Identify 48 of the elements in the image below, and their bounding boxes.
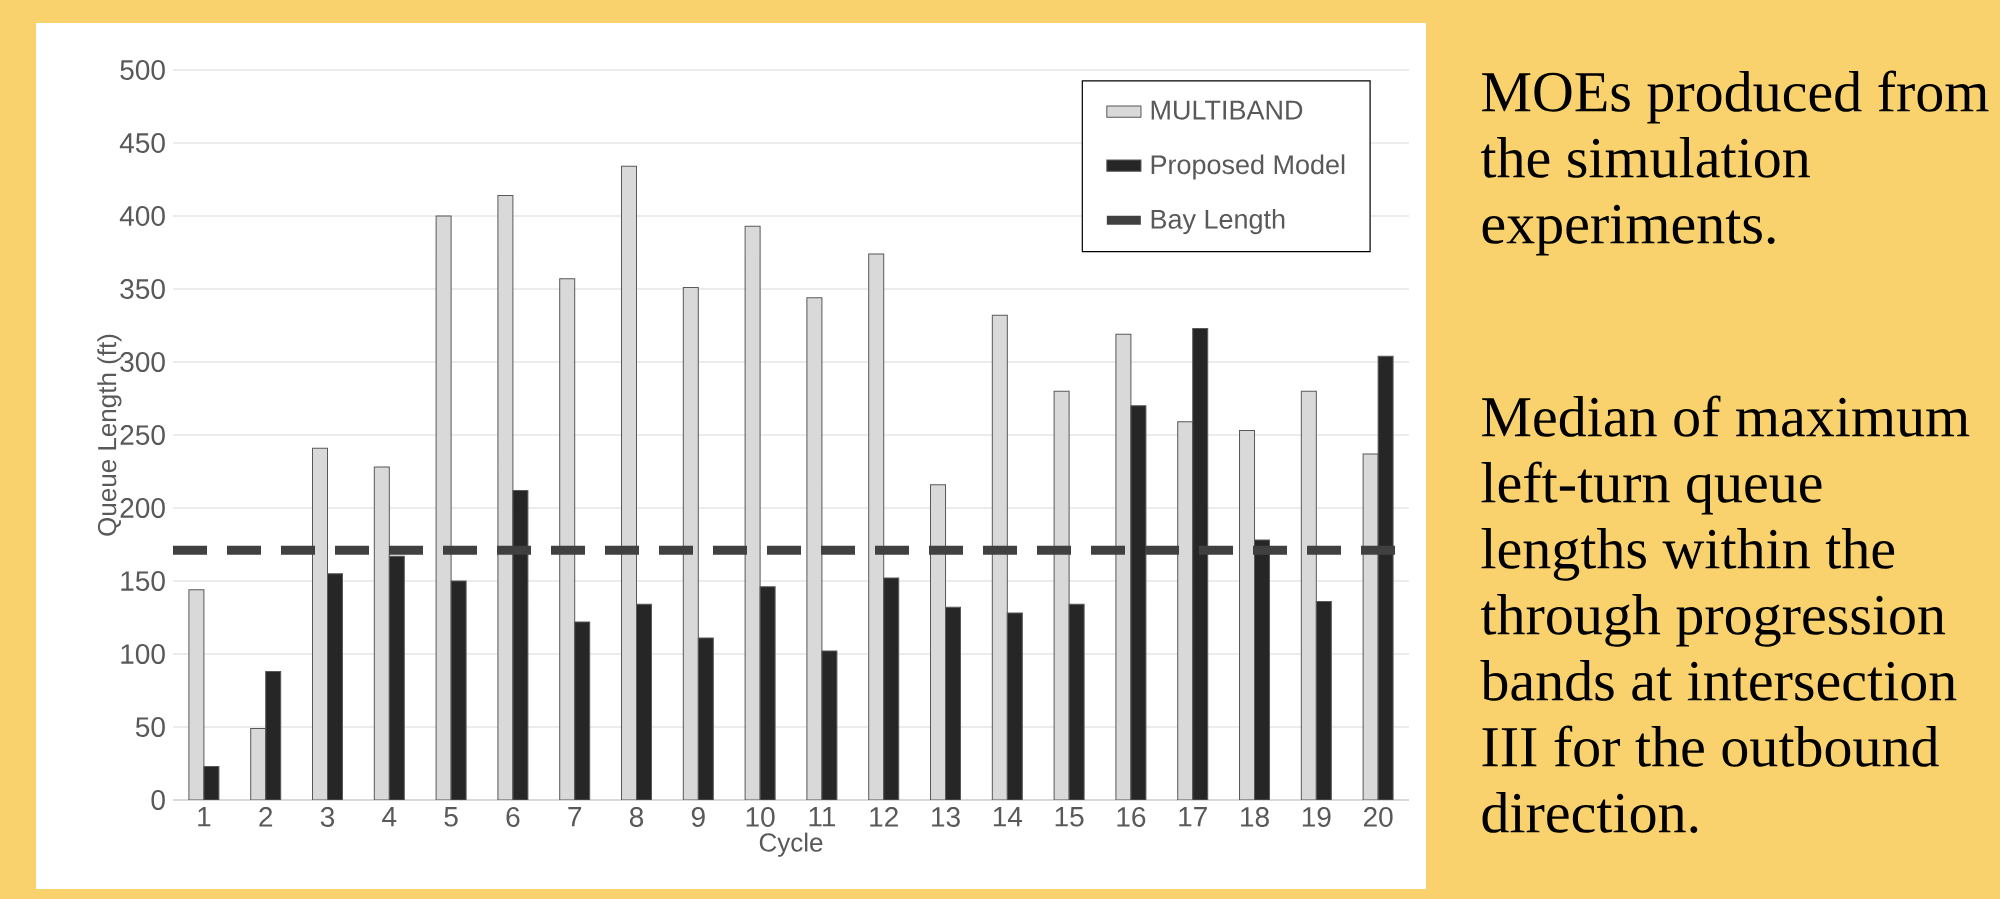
x-tick-label: 8 bbox=[629, 807, 644, 827]
x-tick-label: 15 bbox=[1055, 807, 1084, 827]
x-tick-label: 14 bbox=[993, 807, 1023, 827]
x-tick-label: 5 bbox=[444, 807, 458, 827]
x-tick-label: 1 bbox=[198, 807, 211, 827]
bar bbox=[883, 577, 900, 800]
text: Median of maximum left-turn queue lengths within the through progression bands at intersection III for the outbound direction. bbox=[1480, 395, 1970, 834]
bar bbox=[388, 555, 405, 800]
x-tick-label: 11 bbox=[809, 807, 836, 827]
y-tick-label: 400 bbox=[119, 206, 165, 226]
y-tick-label: 450 bbox=[119, 133, 165, 153]
x-tick-label: 3 bbox=[320, 807, 335, 827]
bar bbox=[945, 606, 962, 800]
x-tick-label: 12 bbox=[870, 807, 898, 827]
legend-label: Proposed Model bbox=[1151, 154, 1345, 180]
text: MOEs produced from the simulation experiments. bbox=[1480, 70, 1989, 256]
x-tick-label: 6 bbox=[506, 807, 520, 827]
x-tick-label: 7 bbox=[568, 807, 582, 827]
x-tick-label: 2 bbox=[259, 807, 273, 827]
x-tick-label: 18 bbox=[1241, 807, 1269, 827]
x-tick-label: 20 bbox=[1363, 807, 1393, 827]
legend-label: MULTIBAND bbox=[1151, 100, 1303, 120]
x-tick-label: 9 bbox=[691, 807, 705, 827]
bar bbox=[1315, 600, 1332, 800]
bar bbox=[1006, 612, 1023, 800]
bar bbox=[697, 637, 714, 800]
bar bbox=[265, 671, 282, 800]
y-tick-label: 100 bbox=[121, 644, 165, 664]
y-tick-label: 50 bbox=[135, 717, 165, 737]
x-tick-label: 16 bbox=[1117, 807, 1146, 827]
bar bbox=[636, 603, 653, 800]
bar bbox=[1192, 327, 1209, 800]
y-tick-label: 250 bbox=[120, 425, 165, 445]
y-tick-label: 0 bbox=[151, 790, 165, 810]
y-tick-label: 500 bbox=[120, 60, 165, 80]
y-tick-label: 300 bbox=[120, 352, 165, 372]
bar bbox=[574, 621, 591, 800]
y-tick-label: 350 bbox=[120, 279, 165, 299]
x-axis-title: Cycle bbox=[759, 832, 823, 857]
x-tick-label: 19 bbox=[1302, 807, 1331, 827]
y-tick-label: 200 bbox=[120, 498, 165, 518]
bar bbox=[327, 573, 344, 800]
x-tick-label: 10 bbox=[746, 807, 775, 827]
x-tick-label: 4 bbox=[382, 807, 397, 827]
y-tick-label: 150 bbox=[121, 571, 165, 591]
x-tick-label: 17 bbox=[1179, 807, 1207, 827]
legend-label: Bay Length bbox=[1151, 208, 1285, 235]
x-tick-label: 13 bbox=[932, 807, 960, 827]
